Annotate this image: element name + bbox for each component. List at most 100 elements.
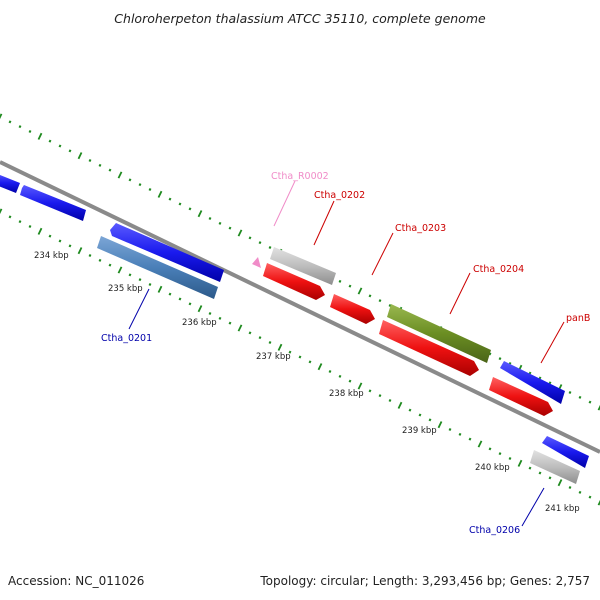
- minor-tick: [18, 220, 22, 224]
- minor-tick: [328, 369, 332, 374]
- major-tick: [0, 208, 3, 215]
- minor-tick: [378, 299, 382, 303]
- major-tick: [197, 305, 203, 313]
- major-tick: [0, 113, 3, 120]
- minor-tick: [338, 374, 342, 378]
- minor-tick: [58, 144, 62, 148]
- minor-tick: [578, 395, 582, 399]
- major-tick: [237, 324, 243, 332]
- minor-tick: [178, 202, 182, 206]
- gene-arrow-blue[interactable]: [0, 173, 20, 193]
- gene-label-ctha-0204[interactable]: Ctha_0204: [473, 264, 524, 275]
- major-tick: [437, 421, 443, 429]
- major-tick: [277, 343, 283, 351]
- minor-tick: [68, 244, 72, 248]
- minor-tick: [128, 273, 132, 277]
- major-tick: [557, 479, 563, 487]
- minor-tick: [298, 355, 302, 359]
- gene-label-ctha-r0002[interactable]: Ctha_R0002: [271, 171, 329, 182]
- gene-ctha-0203[interactable]: [330, 294, 375, 324]
- major-tick: [597, 404, 600, 411]
- minor-tick: [578, 490, 582, 494]
- gene-label-ctha-0202[interactable]: Ctha_0202: [314, 190, 365, 201]
- minor-tick: [68, 149, 72, 153]
- minor-tick: [58, 239, 62, 243]
- minor-tick: [138, 278, 142, 282]
- tick-label: 234 kbp: [34, 251, 69, 261]
- minor-tick: [88, 158, 92, 163]
- major-tick: [237, 229, 243, 237]
- major-tick: [157, 190, 163, 198]
- map-title: Chloroherpeton thalassium ATCC 35110, co…: [114, 11, 486, 26]
- gene-ctha-0201[interactable]: [97, 236, 218, 299]
- minor-tick: [388, 303, 392, 308]
- major-tick: [77, 152, 83, 160]
- minor-tick: [248, 331, 252, 335]
- gene-arrow-blue[interactable]: [20, 185, 86, 221]
- tick-label: 235 kbp: [108, 284, 143, 294]
- minor-tick: [188, 207, 192, 211]
- major-tick: [197, 210, 203, 218]
- gene-arrow-red[interactable]: [379, 320, 479, 376]
- gene-panb[interactable]: [500, 361, 565, 404]
- minor-tick: [488, 352, 492, 356]
- gene-label-ctha-0206[interactable]: Ctha_0206: [469, 525, 520, 536]
- minor-tick: [528, 466, 532, 470]
- minor-tick: [138, 183, 142, 187]
- gene-label-ctha-0203[interactable]: Ctha_0203: [395, 223, 446, 234]
- minor-tick: [228, 321, 232, 325]
- major-tick: [157, 285, 163, 293]
- accession-text: Accession: NC_011026: [8, 574, 144, 588]
- major-tick: [597, 499, 600, 506]
- gene-ctha-0204[interactable]: [387, 304, 491, 363]
- minor-tick: [8, 215, 12, 219]
- tick-label: 240 kbp: [475, 463, 510, 473]
- minor-tick: [208, 311, 212, 316]
- major-tick: [317, 363, 323, 371]
- minor-tick: [288, 350, 292, 354]
- minor-tick: [258, 241, 262, 245]
- gene-ctha-0206[interactable]: [530, 450, 580, 484]
- gene-arrow-red[interactable]: [489, 377, 553, 416]
- major-tick: [37, 132, 43, 140]
- minor-tick: [378, 394, 382, 398]
- minor-tick: [498, 452, 502, 456]
- minor-tick: [98, 258, 102, 262]
- minor-tick: [208, 216, 212, 221]
- minor-tick: [508, 456, 512, 461]
- gene-arrow-blue[interactable]: [110, 223, 224, 282]
- minor-tick: [98, 163, 102, 167]
- tick-label: 236 kbp: [182, 318, 217, 328]
- gene-ctha-0202[interactable]: [270, 247, 336, 285]
- minor-tick: [28, 224, 32, 229]
- minor-tick: [168, 197, 172, 201]
- minor-tick: [128, 178, 132, 182]
- minor-tick: [248, 236, 252, 240]
- minor-tick: [488, 447, 492, 451]
- minor-tick: [568, 485, 572, 490]
- minor-tick: [8, 120, 12, 124]
- minor-tick: [48, 139, 52, 143]
- gene-arrow-red[interactable]: [263, 263, 325, 300]
- major-tick: [117, 266, 123, 274]
- gene-arrow-blue[interactable]: [542, 436, 589, 468]
- major-tick: [357, 287, 363, 295]
- minor-tick: [168, 292, 172, 296]
- minor-tick: [448, 427, 452, 432]
- minor-tick: [18, 125, 22, 129]
- minor-tick: [228, 226, 232, 230]
- minor-tick: [308, 360, 312, 364]
- minor-tick: [88, 253, 92, 258]
- minor-tick: [368, 389, 372, 393]
- tick-label: 237 kbp: [256, 352, 291, 362]
- major-tick: [37, 227, 43, 235]
- minor-tick: [548, 476, 552, 480]
- gene-ctha-r0002[interactable]: [252, 257, 261, 268]
- gene-label-panb[interactable]: panB: [566, 313, 590, 324]
- gene-label-ctha-0201[interactable]: Ctha_0201: [101, 333, 152, 344]
- minor-tick: [338, 279, 342, 283]
- minor-tick: [498, 357, 502, 361]
- minor-tick: [218, 221, 222, 225]
- minor-tick: [28, 129, 32, 134]
